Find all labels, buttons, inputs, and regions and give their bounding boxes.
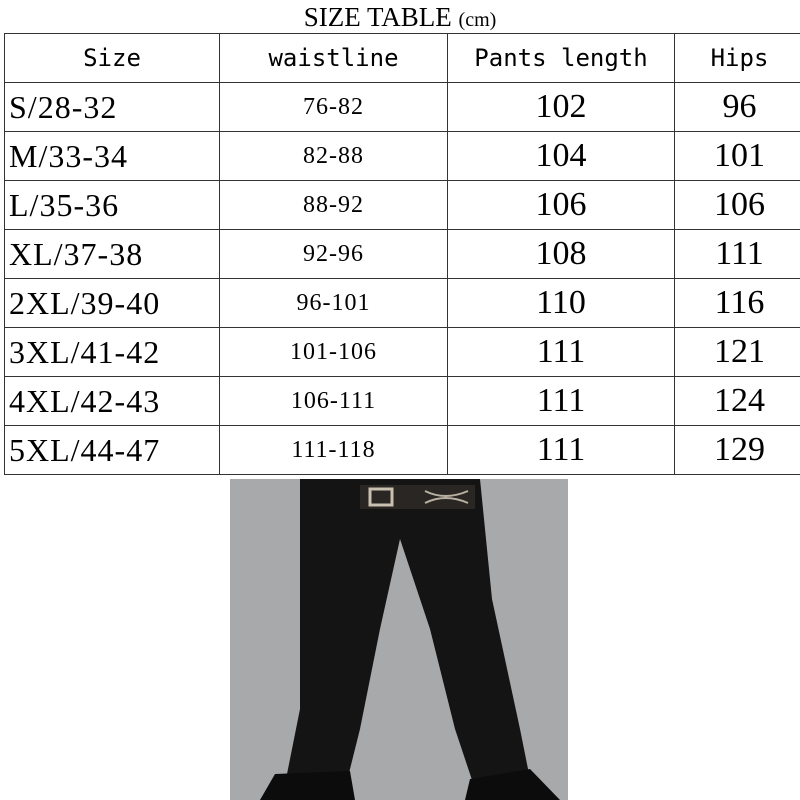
hips-cell: 124 xyxy=(674,376,800,426)
hips-cell: 111 xyxy=(674,229,800,279)
table-row: 4XL/42-43 106-111 111 124 xyxy=(4,376,800,426)
title-text: SIZE TABLE xyxy=(303,2,452,32)
hips-cell: 101 xyxy=(674,131,800,181)
hips-cell: 121 xyxy=(674,327,800,377)
waistline-cell: 101-106 xyxy=(219,327,448,377)
hips-cell: 106 xyxy=(674,180,800,230)
table-row: L/35-36 88-92 106 106 xyxy=(4,180,800,230)
hips-cell: 96 xyxy=(674,82,800,132)
pants-length-cell: 111 xyxy=(447,327,675,377)
size-table: Size waistline Pants length Hips S/28-32… xyxy=(4,33,800,475)
pants-length-cell: 111 xyxy=(447,376,675,426)
table-row: S/28-32 76-82 102 96 xyxy=(4,82,800,132)
waistline-cell: 111-118 xyxy=(219,425,448,475)
hips-cell: 129 xyxy=(674,425,800,475)
size-cell: 4XL/42-43 xyxy=(4,376,220,426)
table-row: 2XL/39-40 96-101 110 116 xyxy=(4,278,800,328)
size-table-title: SIZE TABLE (cm) xyxy=(0,0,800,33)
pants-image xyxy=(260,479,560,800)
waistline-cell: 92-96 xyxy=(219,229,448,279)
size-cell: M/33-34 xyxy=(4,131,220,181)
pants-length-cell: 108 xyxy=(447,229,675,279)
size-cell: XL/37-38 xyxy=(4,229,220,279)
size-cell: S/28-32 xyxy=(4,82,220,132)
size-cell: L/35-36 xyxy=(4,180,220,230)
pants-length-cell: 110 xyxy=(447,278,675,328)
pants-length-cell: 111 xyxy=(447,425,675,475)
waistline-cell: 106-111 xyxy=(219,376,448,426)
size-cell: 2XL/39-40 xyxy=(4,278,220,328)
size-cell: 5XL/44-47 xyxy=(4,425,220,475)
pants-length-cell: 104 xyxy=(447,131,675,181)
table-row: 5XL/44-47 111-118 111 129 xyxy=(4,425,800,475)
waistline-cell: 76-82 xyxy=(219,82,448,132)
waistline-cell: 96-101 xyxy=(219,278,448,328)
header-waistline: waistline xyxy=(219,33,448,83)
size-cell: 3XL/41-42 xyxy=(4,327,220,377)
waistline-cell: 88-92 xyxy=(219,180,448,230)
table-row: 3XL/41-42 101-106 111 121 xyxy=(4,327,800,377)
table-row: M/33-34 82-88 104 101 xyxy=(4,131,800,181)
product-photo xyxy=(230,479,568,800)
header-size: Size xyxy=(4,33,220,83)
header-hips: Hips xyxy=(674,33,800,83)
pants-length-cell: 106 xyxy=(447,180,675,230)
header-pants-length: Pants length xyxy=(447,33,675,83)
waistline-cell: 82-88 xyxy=(219,131,448,181)
table-row: XL/37-38 92-96 108 111 xyxy=(4,229,800,279)
hips-cell: 116 xyxy=(674,278,800,328)
unit-text: (cm) xyxy=(458,9,497,31)
pants-length-cell: 102 xyxy=(447,82,675,132)
header-row: Size waistline Pants length Hips xyxy=(4,33,800,83)
